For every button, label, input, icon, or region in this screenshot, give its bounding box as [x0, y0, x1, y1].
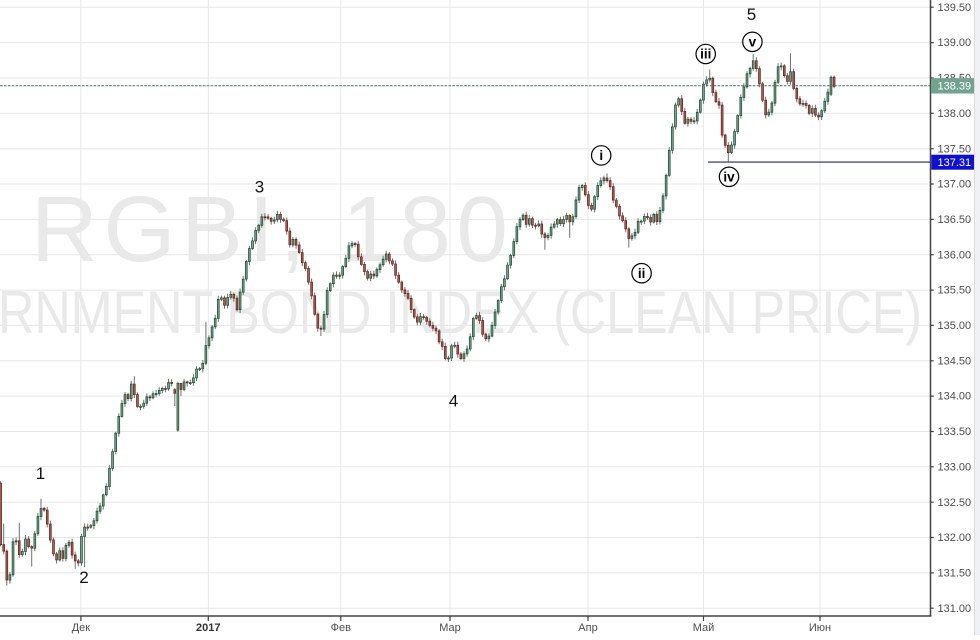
svg-text:Фев: Фев — [331, 622, 351, 634]
svg-text:133.00: 133.00 — [938, 461, 972, 473]
svg-text:136.50: 136.50 — [938, 214, 972, 226]
svg-text:4: 4 — [449, 392, 458, 411]
svg-text:132.00: 132.00 — [938, 532, 972, 544]
svg-text:133.50: 133.50 — [938, 426, 972, 438]
svg-text:138.00: 138.00 — [938, 108, 972, 120]
svg-text:ii: ii — [638, 266, 646, 281]
svg-text:3: 3 — [255, 177, 264, 196]
svg-text:v: v — [749, 35, 757, 50]
svg-text:2017: 2017 — [196, 622, 220, 634]
svg-text:i: i — [599, 148, 603, 163]
svg-text:139.50: 139.50 — [938, 2, 972, 14]
svg-text:137.50: 137.50 — [938, 143, 972, 155]
svg-text:134.00: 134.00 — [938, 391, 972, 403]
svg-text:Мар: Мар — [439, 622, 461, 634]
svg-text:136.00: 136.00 — [938, 249, 972, 261]
svg-text:2: 2 — [79, 568, 88, 587]
svg-text:iii: iii — [700, 47, 711, 62]
svg-text:RNMENT BOND INDEX (CLEAN PRICE: RNMENT BOND INDEX (CLEAN PRICE) — [0, 279, 922, 346]
svg-text:137.00: 137.00 — [938, 179, 972, 191]
svg-text:Апр: Апр — [578, 622, 597, 634]
svg-text:Июн: Июн — [809, 622, 831, 634]
svg-text:1: 1 — [36, 464, 45, 483]
svg-text:5: 5 — [747, 5, 756, 24]
svg-text:134.50: 134.50 — [938, 355, 972, 367]
svg-text:Дек: Дек — [72, 622, 91, 634]
svg-text:135.00: 135.00 — [938, 320, 972, 332]
svg-text:RGBI, 180: RGBI, 180 — [31, 177, 508, 281]
svg-text:138.39: 138.39 — [938, 81, 972, 93]
svg-text:135.50: 135.50 — [938, 285, 972, 297]
svg-text:132.50: 132.50 — [938, 497, 972, 509]
svg-text:Май: Май — [693, 622, 715, 634]
svg-text:139.00: 139.00 — [938, 37, 972, 49]
svg-text:131.00: 131.00 — [938, 603, 972, 615]
svg-text:137.31: 137.31 — [938, 157, 972, 169]
svg-text:131.50: 131.50 — [938, 568, 972, 580]
svg-text:iv: iv — [723, 170, 735, 185]
